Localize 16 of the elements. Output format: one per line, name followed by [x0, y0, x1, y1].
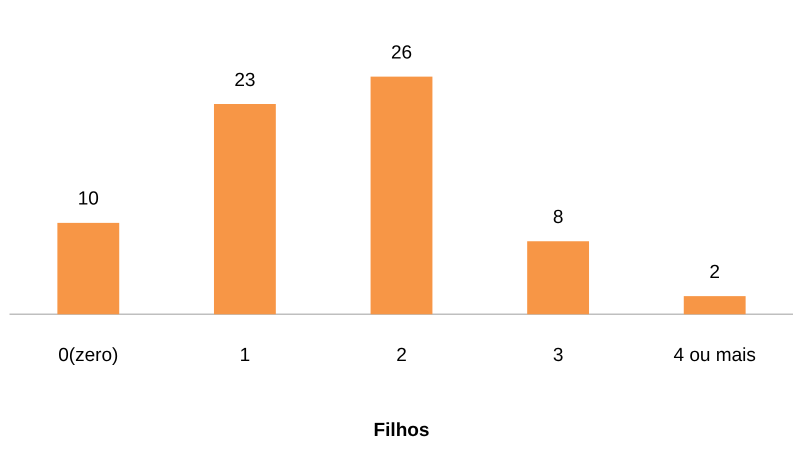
- bar: [684, 296, 746, 314]
- x-axis-title: Filhos: [374, 420, 430, 441]
- bar: [214, 104, 276, 314]
- x-tick-label: 2: [396, 345, 407, 366]
- data-label: 10: [78, 188, 99, 210]
- x-tick-label: 0(zero): [58, 345, 118, 366]
- data-label: 2: [709, 262, 720, 283]
- bar: [57, 222, 120, 314]
- x-tick-label: 1: [240, 345, 250, 366]
- data-label: 23: [234, 70, 256, 91]
- bar: [527, 241, 590, 314]
- x-tick-label: 4 ou mais: [674, 345, 756, 366]
- data-label: 26: [390, 42, 412, 64]
- bar: [370, 76, 432, 314]
- x-tick-label: 3: [552, 345, 564, 366]
- data-label: 8: [552, 206, 564, 228]
